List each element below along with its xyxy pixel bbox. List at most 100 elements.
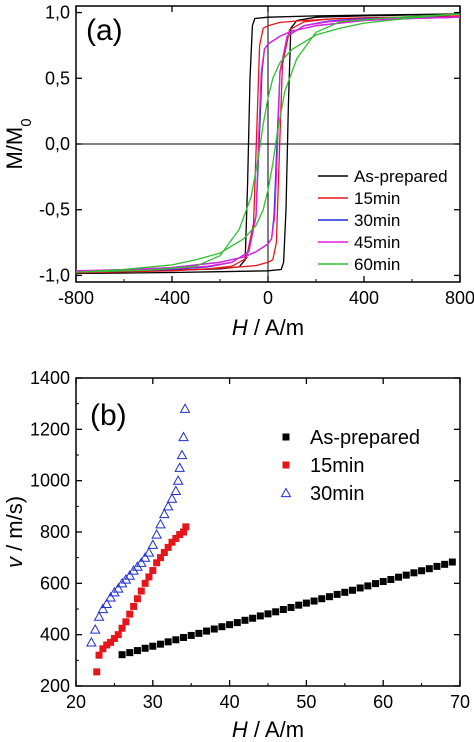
panel-a-legend: As-prepared 15min 30min 45min 60min [318,167,448,274]
series-as-prepared-lower-branch [75,13,461,275]
data-point-as-prepared [302,599,310,607]
panel-b-xlabel: H / A/m [232,717,304,742]
legend-label-30min: 30min [310,483,364,505]
data-point-15min [110,635,118,643]
data-point-30min [124,570,136,580]
y-tick-label: 1000 [30,471,70,491]
data-point-30min [139,552,151,562]
data-point-30min [174,462,186,472]
panel-a-ylabel: M/M0 [2,118,35,169]
data-point-as-prepared [333,590,341,598]
data-point-as-prepared [418,567,426,575]
data-point-as-prepared [264,610,272,618]
data-point-15min [99,645,107,653]
data-point-as-prepared [126,649,134,657]
data-point-as-prepared [226,621,234,629]
panel-b-legend: As-prepared 15min 30min [280,427,420,505]
data-point-as-prepared [187,631,195,639]
data-point-30min [112,582,124,593]
data-point-30min [86,636,97,647]
data-point-15min [126,610,134,618]
data-point-as-prepared [203,627,211,635]
series-15min [93,523,190,676]
y-tick-label: 1400 [30,368,70,388]
data-point-15min [168,538,176,546]
legend-label-45min: 45min [354,233,400,252]
legend-label-60min: 60min [354,255,400,274]
legend-marker-30min [280,487,292,498]
data-point-as-prepared [149,642,157,650]
x-tick-label: -800 [58,288,94,308]
data-point-30min [101,598,113,608]
data-point-as-prepared [341,588,349,596]
data-point-30min [162,500,174,511]
data-point-as-prepared [425,565,433,573]
legend-label-15min: 15min [354,189,400,208]
x-tick-label: 800 [445,288,474,308]
data-point-30min [135,557,147,567]
data-point-as-prepared [356,584,364,592]
data-point-15min [122,618,130,626]
data-point-as-prepared [395,573,403,581]
panel-a-series [75,13,461,275]
data-point-30min [151,529,162,539]
data-point-15min [156,554,164,562]
data-point-as-prepared [433,562,441,570]
panel-a-zero-lines [76,6,460,282]
panel-a-ticks [75,6,461,282]
series-as-prepared [118,558,456,659]
data-point-as-prepared [387,575,395,583]
data-point-as-prepared [325,593,333,601]
data-point-30min [93,611,105,621]
y-tick-label: -0,5 [39,200,70,220]
data-point-30min [158,508,170,519]
y-tick-label: 200 [40,676,70,696]
panel-b-frame [75,377,461,687]
data-point-30min [166,493,178,503]
data-point-15min [180,528,188,536]
y-tick-label: -1,0 [39,265,70,285]
x-tick-label: 0 [263,288,273,308]
legend-label-30min: 30min [354,211,400,230]
x-tick-label: -400 [154,288,190,308]
data-point-as-prepared [210,625,218,633]
data-point-as-prepared [180,633,188,641]
data-point-as-prepared [448,558,456,566]
data-point-30min [89,624,101,634]
data-point-as-prepared [118,651,126,659]
panel-a-label: (a) [86,14,123,47]
y-tick-label: 0,0 [45,134,70,154]
data-point-as-prepared [310,597,318,605]
legend-label-15min: 15min [310,455,364,477]
x-tick-label: 20 [66,692,86,712]
y-tick-label: 600 [40,573,70,593]
data-point-15min [95,651,103,659]
data-point-15min [141,579,149,587]
y-tick-label: 0,5 [45,68,70,88]
x-tick-label: 70 [450,692,470,712]
series-60min-lower-branch [75,13,461,273]
x-tick-label: 30 [143,692,163,712]
data-point-30min [97,603,109,614]
data-point-as-prepared [272,608,280,616]
data-point-30min [176,449,188,460]
panel-a: -800 -400 0 400 800 -1,0 -0,5 0,0 0,5 1,0 (a) H /… [2,3,474,340]
data-point-30min [178,431,189,442]
data-point-as-prepared [256,612,264,620]
y-tick-label: 1,0 [45,3,70,23]
panel-b: 20 30 40 50 60 70 200 400 600 800 1000 1200 1400 (b)… [2,368,470,742]
data-point-as-prepared [287,603,295,611]
data-point-15min [182,523,190,531]
data-point-as-prepared [441,560,449,568]
legend-marker-as-prepared [282,433,290,441]
data-point-15min [160,549,168,557]
data-point-30min [105,591,116,602]
data-point-as-prepared [172,636,180,644]
data-point-15min [93,668,101,676]
data-point-as-prepared [233,619,241,627]
panel-b-ylabel: v / m/s) [2,496,27,568]
y-tick-label: 800 [40,522,70,542]
data-point-as-prepared [379,578,387,586]
data-point-30min [143,547,155,557]
